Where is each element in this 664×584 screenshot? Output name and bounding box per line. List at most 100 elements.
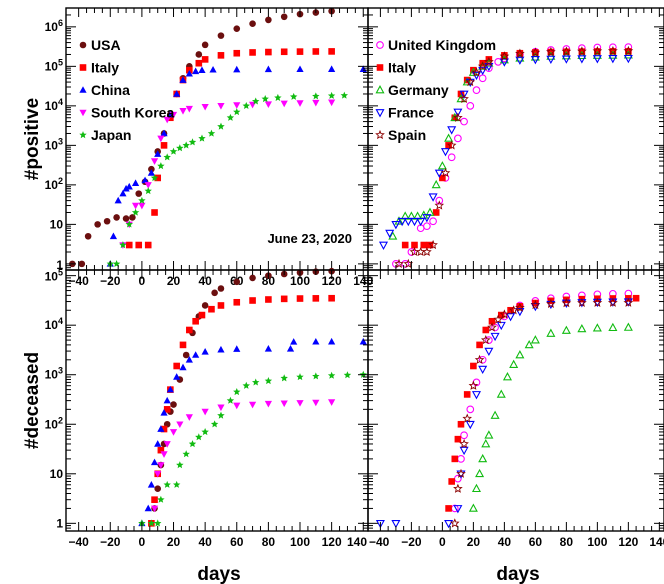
data-point — [530, 47, 541, 57]
data-point — [125, 241, 133, 249]
series-spain — [394, 45, 634, 268]
data-point — [515, 308, 525, 317]
data-point — [198, 66, 206, 73]
legend-label: USA — [91, 37, 121, 53]
data-point — [176, 461, 184, 469]
data-point — [188, 138, 197, 146]
data-point — [462, 77, 472, 86]
data-point — [217, 103, 225, 110]
data-point — [201, 302, 209, 309]
x-tick-label: 80 — [262, 535, 276, 549]
data-point — [577, 55, 587, 64]
data-point — [435, 196, 444, 205]
data-point — [211, 289, 218, 297]
x-tick-label: 40 — [498, 535, 512, 549]
data-point — [484, 430, 494, 439]
data-point — [468, 380, 479, 390]
data-point — [592, 297, 603, 307]
series-south-korea — [150, 399, 336, 513]
data-point — [482, 326, 490, 334]
data-point — [160, 451, 168, 458]
data-point — [201, 103, 209, 111]
data-point — [577, 323, 587, 333]
data-point — [233, 108, 241, 116]
data-point — [167, 114, 174, 122]
y-axis-title: #positive — [22, 98, 43, 180]
data-point — [94, 221, 101, 228]
data-point — [169, 111, 178, 119]
data-point — [457, 420, 465, 428]
data-point — [233, 65, 241, 73]
data-point — [459, 446, 469, 456]
x-tick-label: 0 — [139, 535, 146, 549]
legend-label: Italy — [388, 60, 416, 76]
data-point — [607, 297, 618, 307]
x-tick-label: 0 — [139, 274, 146, 288]
data-point — [437, 161, 447, 170]
data-point — [217, 285, 225, 292]
x-tick-label: −20 — [401, 535, 422, 549]
data-point — [496, 389, 506, 398]
data-point — [506, 313, 516, 322]
data-point — [466, 102, 475, 110]
data-point — [375, 519, 385, 529]
data-point — [290, 338, 298, 345]
data-point — [157, 446, 165, 454]
data-point — [454, 435, 462, 443]
data-point — [103, 217, 111, 225]
x-tick-label: −40 — [68, 274, 89, 288]
data-point — [195, 51, 203, 58]
data-point — [163, 480, 171, 488]
data-point — [280, 400, 288, 408]
data-point — [147, 519, 156, 527]
data-point — [487, 322, 497, 332]
data-point — [524, 339, 534, 349]
data-point — [201, 41, 209, 49]
x-tick-label: 40 — [198, 535, 212, 549]
x-tick-label: −20 — [100, 535, 121, 549]
series-germany — [388, 50, 633, 240]
data-point — [226, 113, 235, 121]
data-point — [280, 374, 288, 382]
data-point — [192, 317, 199, 325]
legend-label: Spain — [388, 127, 426, 143]
data-point — [195, 59, 203, 67]
data-point — [265, 296, 272, 303]
data-point — [632, 294, 640, 302]
legend-label: South Korea — [91, 105, 174, 121]
data-point — [249, 20, 256, 28]
data-point — [280, 13, 288, 21]
data-point — [147, 480, 155, 488]
data-point — [157, 425, 165, 432]
data-point — [261, 95, 269, 103]
data-point — [530, 56, 540, 65]
data-point — [114, 196, 122, 204]
data-point — [201, 428, 209, 436]
data-point — [340, 91, 348, 99]
data-point — [210, 420, 219, 428]
data-point — [397, 217, 407, 227]
data-point — [502, 372, 513, 381]
data-point — [423, 222, 431, 231]
data-point — [415, 246, 426, 257]
data-point — [465, 76, 476, 87]
data-point — [208, 305, 215, 313]
x-axis-title: days — [496, 564, 539, 584]
data-point — [432, 209, 440, 216]
series-italy — [148, 294, 335, 527]
data-point — [488, 317, 496, 325]
data-point — [122, 184, 130, 192]
panel-bottom-right: −40 −20 0 20 40 60 80 100 120 140 days — [367, 269, 664, 584]
data-point — [233, 402, 241, 410]
y-tick-label: 10 — [50, 217, 64, 231]
data-point — [141, 176, 149, 184]
data-point — [157, 162, 165, 170]
data-point — [359, 337, 367, 345]
legend-marker — [79, 41, 87, 49]
data-point — [217, 302, 225, 309]
data-point — [185, 414, 193, 421]
data-point — [198, 311, 206, 319]
series-united-kingdom — [450, 289, 633, 513]
y-tick-label: 105 — [45, 57, 63, 73]
x-tick-label: 100 — [290, 274, 310, 288]
